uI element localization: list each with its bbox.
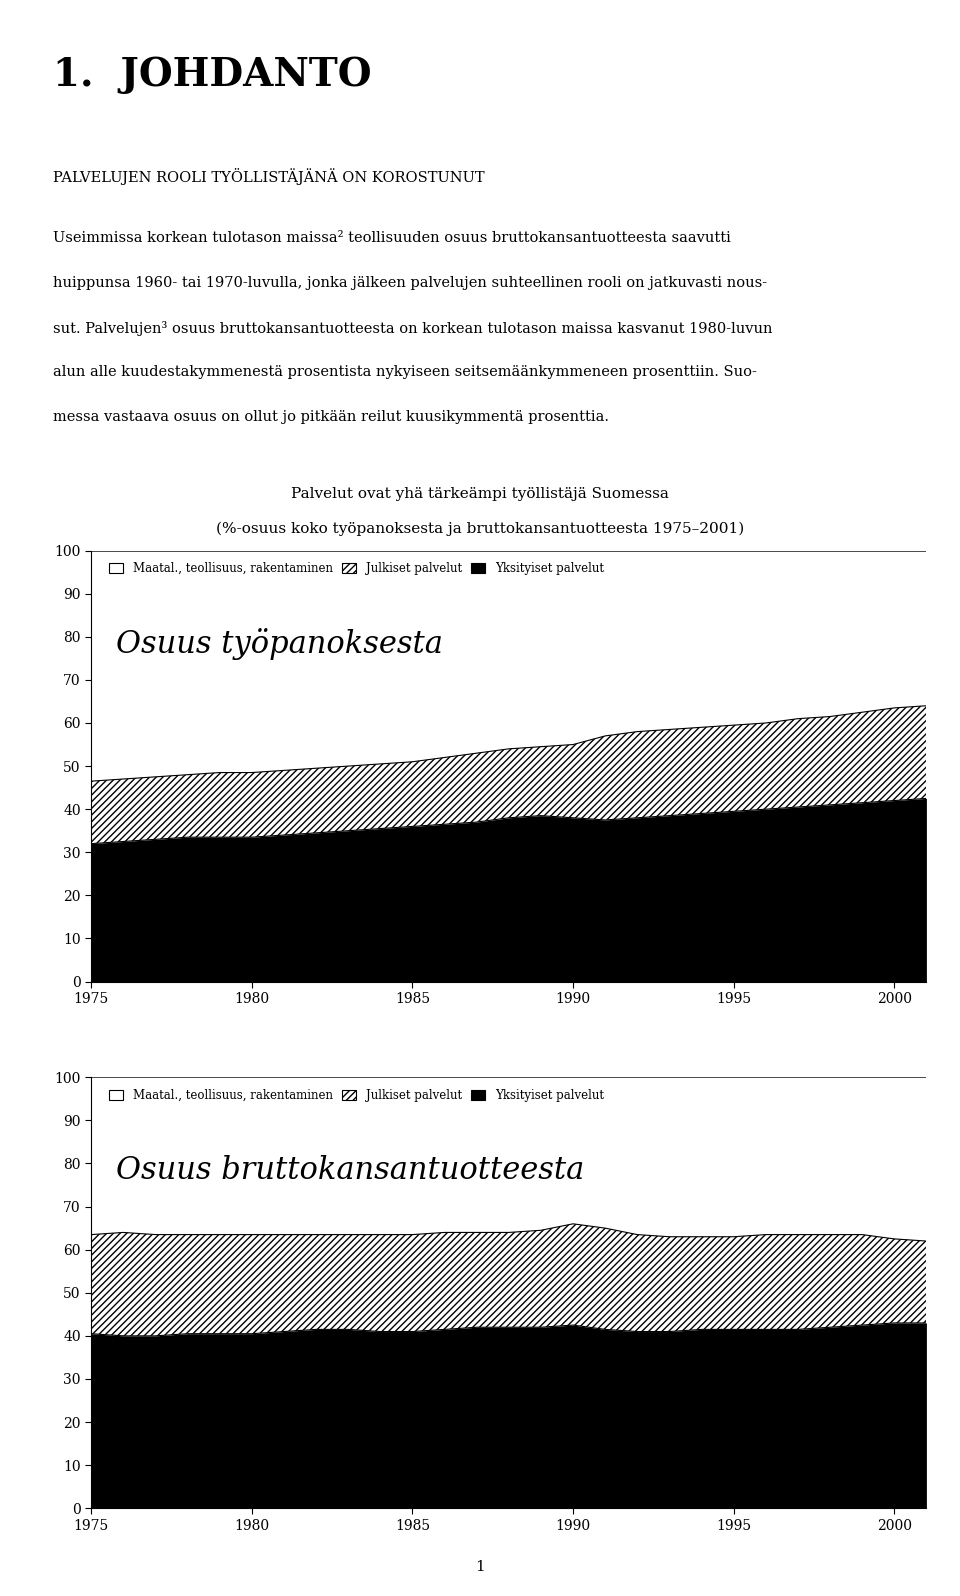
Text: PALVELUJEN ROOLI TYÖLLISTÄJÄNÄ ON KOROSTUNUT: PALVELUJEN ROOLI TYÖLLISTÄJÄNÄ ON KOROST… bbox=[53, 168, 485, 185]
Text: Osuus bruttokansantuotteesta: Osuus bruttokansantuotteesta bbox=[116, 1156, 585, 1186]
Text: Useimmissa korkean tulotason maissa² teollisuuden osuus bruttokansantuotteesta s: Useimmissa korkean tulotason maissa² teo… bbox=[53, 231, 731, 246]
Text: huippunsa 1960- tai 1970-luvulla, jonka jälkeen palvelujen suhteellinen rooli on: huippunsa 1960- tai 1970-luvulla, jonka … bbox=[53, 276, 767, 290]
Text: Osuus työpanoksesta: Osuus työpanoksesta bbox=[116, 629, 444, 661]
Text: Palvelut ovat yhä tärkeämpi työllistäjä Suomessa: Palvelut ovat yhä tärkeämpi työllistäjä … bbox=[291, 487, 669, 501]
Text: 1: 1 bbox=[475, 1561, 485, 1574]
Text: alun alle kuudestakymmenestä prosentista nykyiseen seitsemäänkymmeneen prosentti: alun alle kuudestakymmenestä prosentista… bbox=[53, 365, 756, 380]
Legend: Maatal., teollisuus, rakentaminen, Julkiset palvelut, Yksityiset palvelut: Maatal., teollisuus, rakentaminen, Julki… bbox=[106, 1085, 608, 1106]
Text: messa vastaava osuus on ollut jo pitkään reilut kuusikymmentä prosenttia.: messa vastaava osuus on ollut jo pitkään… bbox=[53, 410, 609, 425]
Text: (%-osuus koko työpanoksesta ja bruttokansantuotteesta 1975–2001): (%-osuus koko työpanoksesta ja bruttokan… bbox=[216, 522, 744, 536]
Legend: Maatal., teollisuus, rakentaminen, Julkiset palvelut, Yksityiset palvelut: Maatal., teollisuus, rakentaminen, Julki… bbox=[106, 559, 608, 579]
Text: 1.  JOHDANTO: 1. JOHDANTO bbox=[53, 56, 372, 94]
Text: sut. Palvelujen³ osuus bruttokansantuotteesta on korkean tulotason maissa kasvan: sut. Palvelujen³ osuus bruttokansantuott… bbox=[53, 321, 772, 335]
